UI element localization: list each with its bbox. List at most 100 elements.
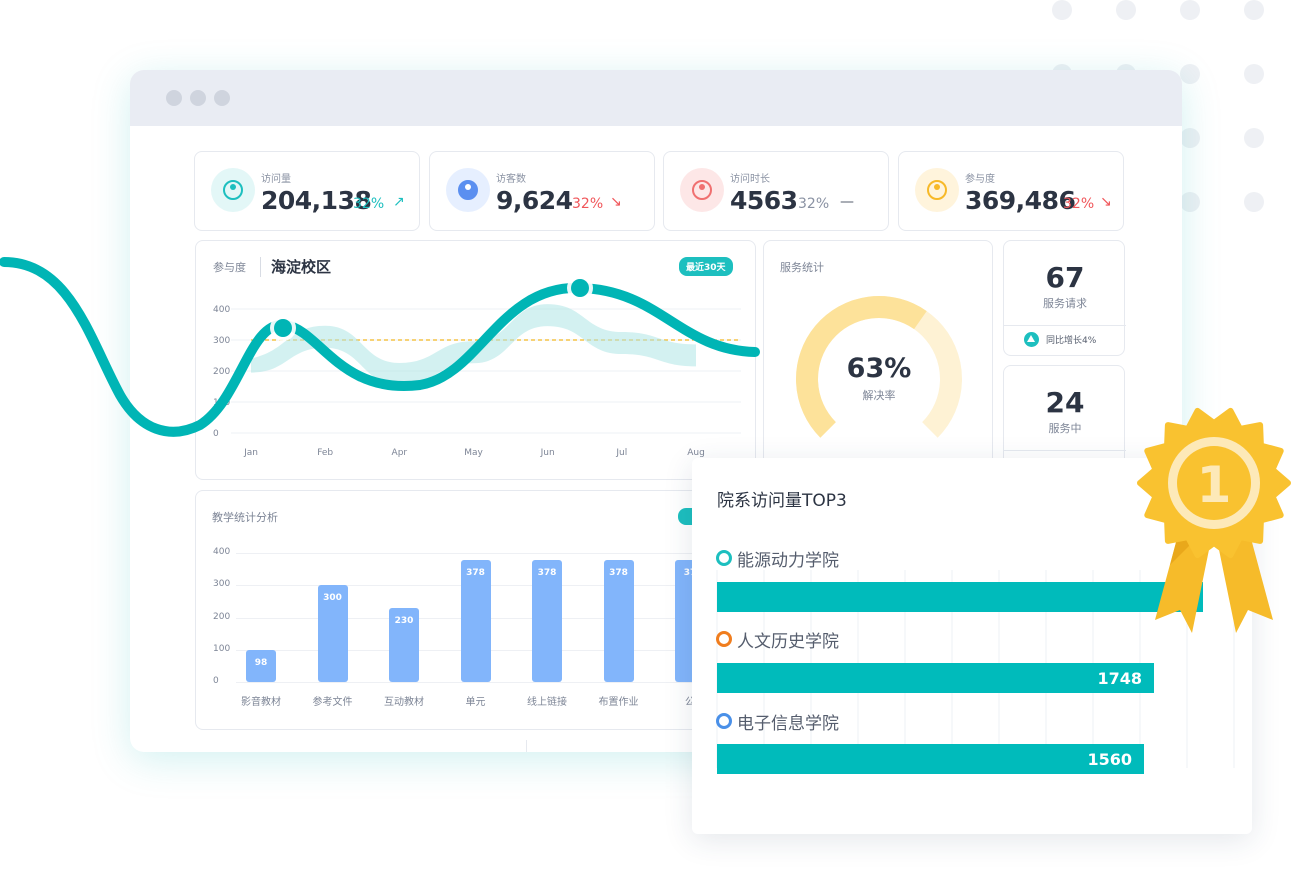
- decorative-dot: [1244, 0, 1264, 20]
- x-tick-label: Jul: [615, 448, 627, 458]
- gauge-fill: [796, 296, 927, 438]
- bar-value-label: 300: [323, 593, 342, 604]
- teaching-title: 教学统计分析: [212, 511, 278, 524]
- triangle-up-icon: [1024, 332, 1039, 347]
- bar-value-label: 37: [683, 568, 697, 579]
- decorative-dot: [1180, 192, 1200, 212]
- requests-label: 服务请求: [1043, 297, 1087, 310]
- stat-label: 参与度: [965, 174, 995, 185]
- bar[interactable]: 230: [389, 607, 419, 682]
- y-tick-label: 0: [213, 676, 219, 686]
- decorative-dot: [1244, 192, 1264, 212]
- stat-percent: 32%: [353, 196, 385, 212]
- engagement-chart-card: 参与度 海淀校区 最近30天 400 300 200 100 0 Jan Feb Apr May…: [195, 240, 756, 480]
- department-value: 1748: [1097, 669, 1142, 688]
- gridline: [236, 585, 751, 587]
- window-title-bar: [130, 70, 1182, 126]
- x-tick-label: 布置作业: [598, 697, 639, 708]
- trend-flat-icon: —: [840, 194, 854, 210]
- stat-card-visitors[interactable]: 访客数 9,624 32% ↘: [429, 151, 655, 231]
- window-control-dot[interactable]: [166, 90, 182, 106]
- x-tick-label: 参考文件: [312, 697, 353, 708]
- decorative-dot: [1244, 64, 1264, 84]
- department-top3-panel: 院系访问量TOP3 能源动力学院 20 人文历史学院 1748 电子信息学院 1…: [692, 458, 1252, 834]
- department-bar[interactable]: 1748: [717, 663, 1154, 693]
- resolution-percent: 63%: [846, 353, 912, 384]
- y-tick-label: 300: [213, 579, 231, 590]
- teaching-chart-card: 教学统计分析 400 300 200 100 0 98 影音教材 300 参考文件 230 互动教材…: [195, 490, 756, 730]
- bar[interactable]: 300: [317, 585, 348, 682]
- department-name: 能源动力学院: [716, 546, 839, 571]
- y-tick-label: 200: [213, 611, 231, 622]
- stat-card-engagement[interactable]: 参与度 369,486 32% ↘: [898, 151, 1124, 231]
- department-bar[interactable]: 1560: [717, 744, 1144, 774]
- first-place-medal-icon: 1: [1137, 407, 1291, 633]
- bar[interactable]: 378: [532, 560, 562, 682]
- trend-up-icon: ↗: [393, 194, 405, 210]
- x-tick-label: 影音教材: [241, 697, 281, 708]
- pie-chart-icon: [211, 168, 255, 212]
- decorative-dot: [1180, 128, 1200, 148]
- window-control-dot[interactable]: [190, 90, 206, 106]
- stat-card-duration[interactable]: 访问时长 4563 32% —: [663, 151, 889, 231]
- medal-number: 1: [1197, 456, 1232, 514]
- decorative-dot: [1244, 128, 1264, 148]
- user-icon: [446, 168, 490, 212]
- window-control-dot[interactable]: [214, 90, 230, 106]
- clock-icon: [680, 168, 724, 212]
- decorative-dot: [1180, 0, 1200, 20]
- stat-percent: 32%: [572, 196, 604, 212]
- circle-marker-icon: [716, 550, 732, 566]
- y-tick-label: 400: [213, 547, 231, 557]
- bar-value-label: 378: [466, 568, 485, 579]
- trend-down-icon: ↘: [610, 194, 622, 210]
- department-bar[interactable]: 20: [717, 582, 1203, 612]
- x-tick-label: 互动教材: [384, 697, 424, 708]
- service-title: 服务统计: [780, 261, 824, 274]
- decorative-dot: [1052, 0, 1072, 20]
- stat-card-visits[interactable]: 访问量 204,138 32% ↗: [194, 151, 420, 231]
- y-tick-label: 100: [213, 643, 231, 654]
- decorative-dot: [1116, 0, 1136, 20]
- engagement-line-chart: 400 300 200 100 0 Jan Feb Apr May Jun Jul Aug: [213, 304, 741, 458]
- resolution-gauge: [796, 296, 962, 438]
- department-value: 1560: [1087, 750, 1132, 769]
- x-tick-label: 公: [685, 697, 695, 708]
- stat-value: 9,624: [496, 186, 573, 215]
- circle-marker-icon: [716, 713, 732, 729]
- gridline: [236, 553, 751, 554]
- gridline: [236, 617, 751, 619]
- department-name: 电子信息学院: [716, 709, 839, 734]
- in-service-label: 服务中: [1048, 422, 1082, 435]
- y-tick-label: 300: [213, 336, 230, 346]
- top3-title: 院系访问量TOP3: [717, 491, 847, 511]
- x-tick-label: 单元: [465, 697, 486, 708]
- x-tick-label: 线上链接: [527, 697, 567, 708]
- y-tick-label: 100: [213, 398, 230, 408]
- circle-marker-icon: [716, 631, 732, 647]
- stat-percent: 32%: [798, 196, 830, 212]
- stat-label: 访客数: [496, 174, 526, 185]
- x-tick-label: Aug: [687, 448, 705, 458]
- x-tick-label: May: [464, 448, 483, 458]
- series-band: [251, 304, 696, 385]
- bar[interactable]: 378: [603, 560, 634, 682]
- stat-value: 204,138: [261, 186, 372, 215]
- requests-count: 67: [1045, 261, 1085, 294]
- divider: [526, 740, 527, 752]
- bar[interactable]: 98: [246, 650, 276, 682]
- divider: [1004, 450, 1126, 451]
- growth-label: 同比增长4%: [1046, 336, 1097, 346]
- service-requests-card[interactable]: 67 服务请求 同比增长4%: [1003, 240, 1126, 356]
- in-service-card[interactable]: 24 服务中: [1003, 365, 1126, 475]
- gridline: [236, 649, 751, 651]
- stat-percent: 32%: [1063, 196, 1095, 212]
- x-tick-label: Apr: [392, 448, 408, 458]
- bar-value-label: 98: [254, 658, 268, 669]
- bar-value-label: 230: [394, 615, 414, 626]
- in-service-count: 24: [1045, 386, 1085, 419]
- bar[interactable]: 378: [460, 560, 491, 682]
- stat-value: 369,486: [965, 186, 1076, 215]
- stat-label: 访问量: [261, 174, 291, 185]
- y-tick-label: 200: [213, 367, 230, 377]
